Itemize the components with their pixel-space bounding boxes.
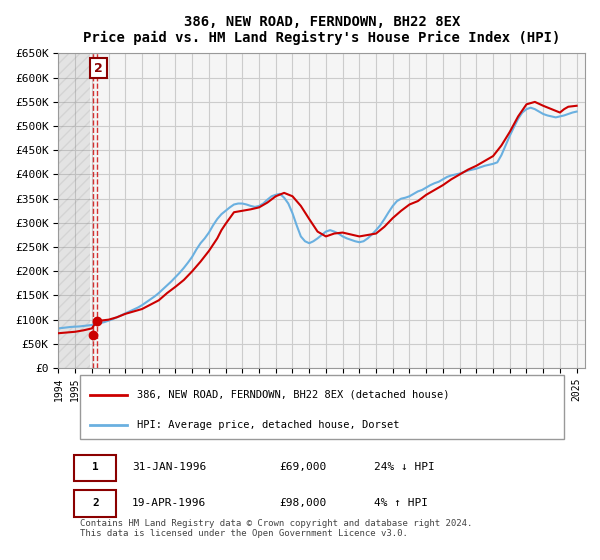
- FancyBboxPatch shape: [74, 455, 116, 481]
- Text: 31-JAN-1996: 31-JAN-1996: [132, 462, 206, 472]
- FancyBboxPatch shape: [74, 490, 116, 517]
- Text: HPI: Average price, detached house, Dorset: HPI: Average price, detached house, Dors…: [137, 419, 400, 430]
- FancyBboxPatch shape: [80, 375, 564, 439]
- Text: 1: 1: [92, 462, 99, 472]
- Text: £98,000: £98,000: [280, 497, 327, 507]
- Title: 386, NEW ROAD, FERNDOWN, BH22 8EX
Price paid vs. HM Land Registry's House Price : 386, NEW ROAD, FERNDOWN, BH22 8EX Price …: [83, 15, 560, 45]
- Text: 24% ↓ HPI: 24% ↓ HPI: [374, 462, 435, 472]
- Text: 19-APR-1996: 19-APR-1996: [132, 497, 206, 507]
- Text: 4% ↑ HPI: 4% ↑ HPI: [374, 497, 428, 507]
- Text: £69,000: £69,000: [280, 462, 327, 472]
- Text: Contains HM Land Registry data © Crown copyright and database right 2024.
This d: Contains HM Land Registry data © Crown c…: [80, 519, 472, 538]
- Text: 386, NEW ROAD, FERNDOWN, BH22 8EX (detached house): 386, NEW ROAD, FERNDOWN, BH22 8EX (detac…: [137, 390, 450, 400]
- Text: 2: 2: [92, 497, 99, 507]
- Text: 2: 2: [94, 62, 103, 74]
